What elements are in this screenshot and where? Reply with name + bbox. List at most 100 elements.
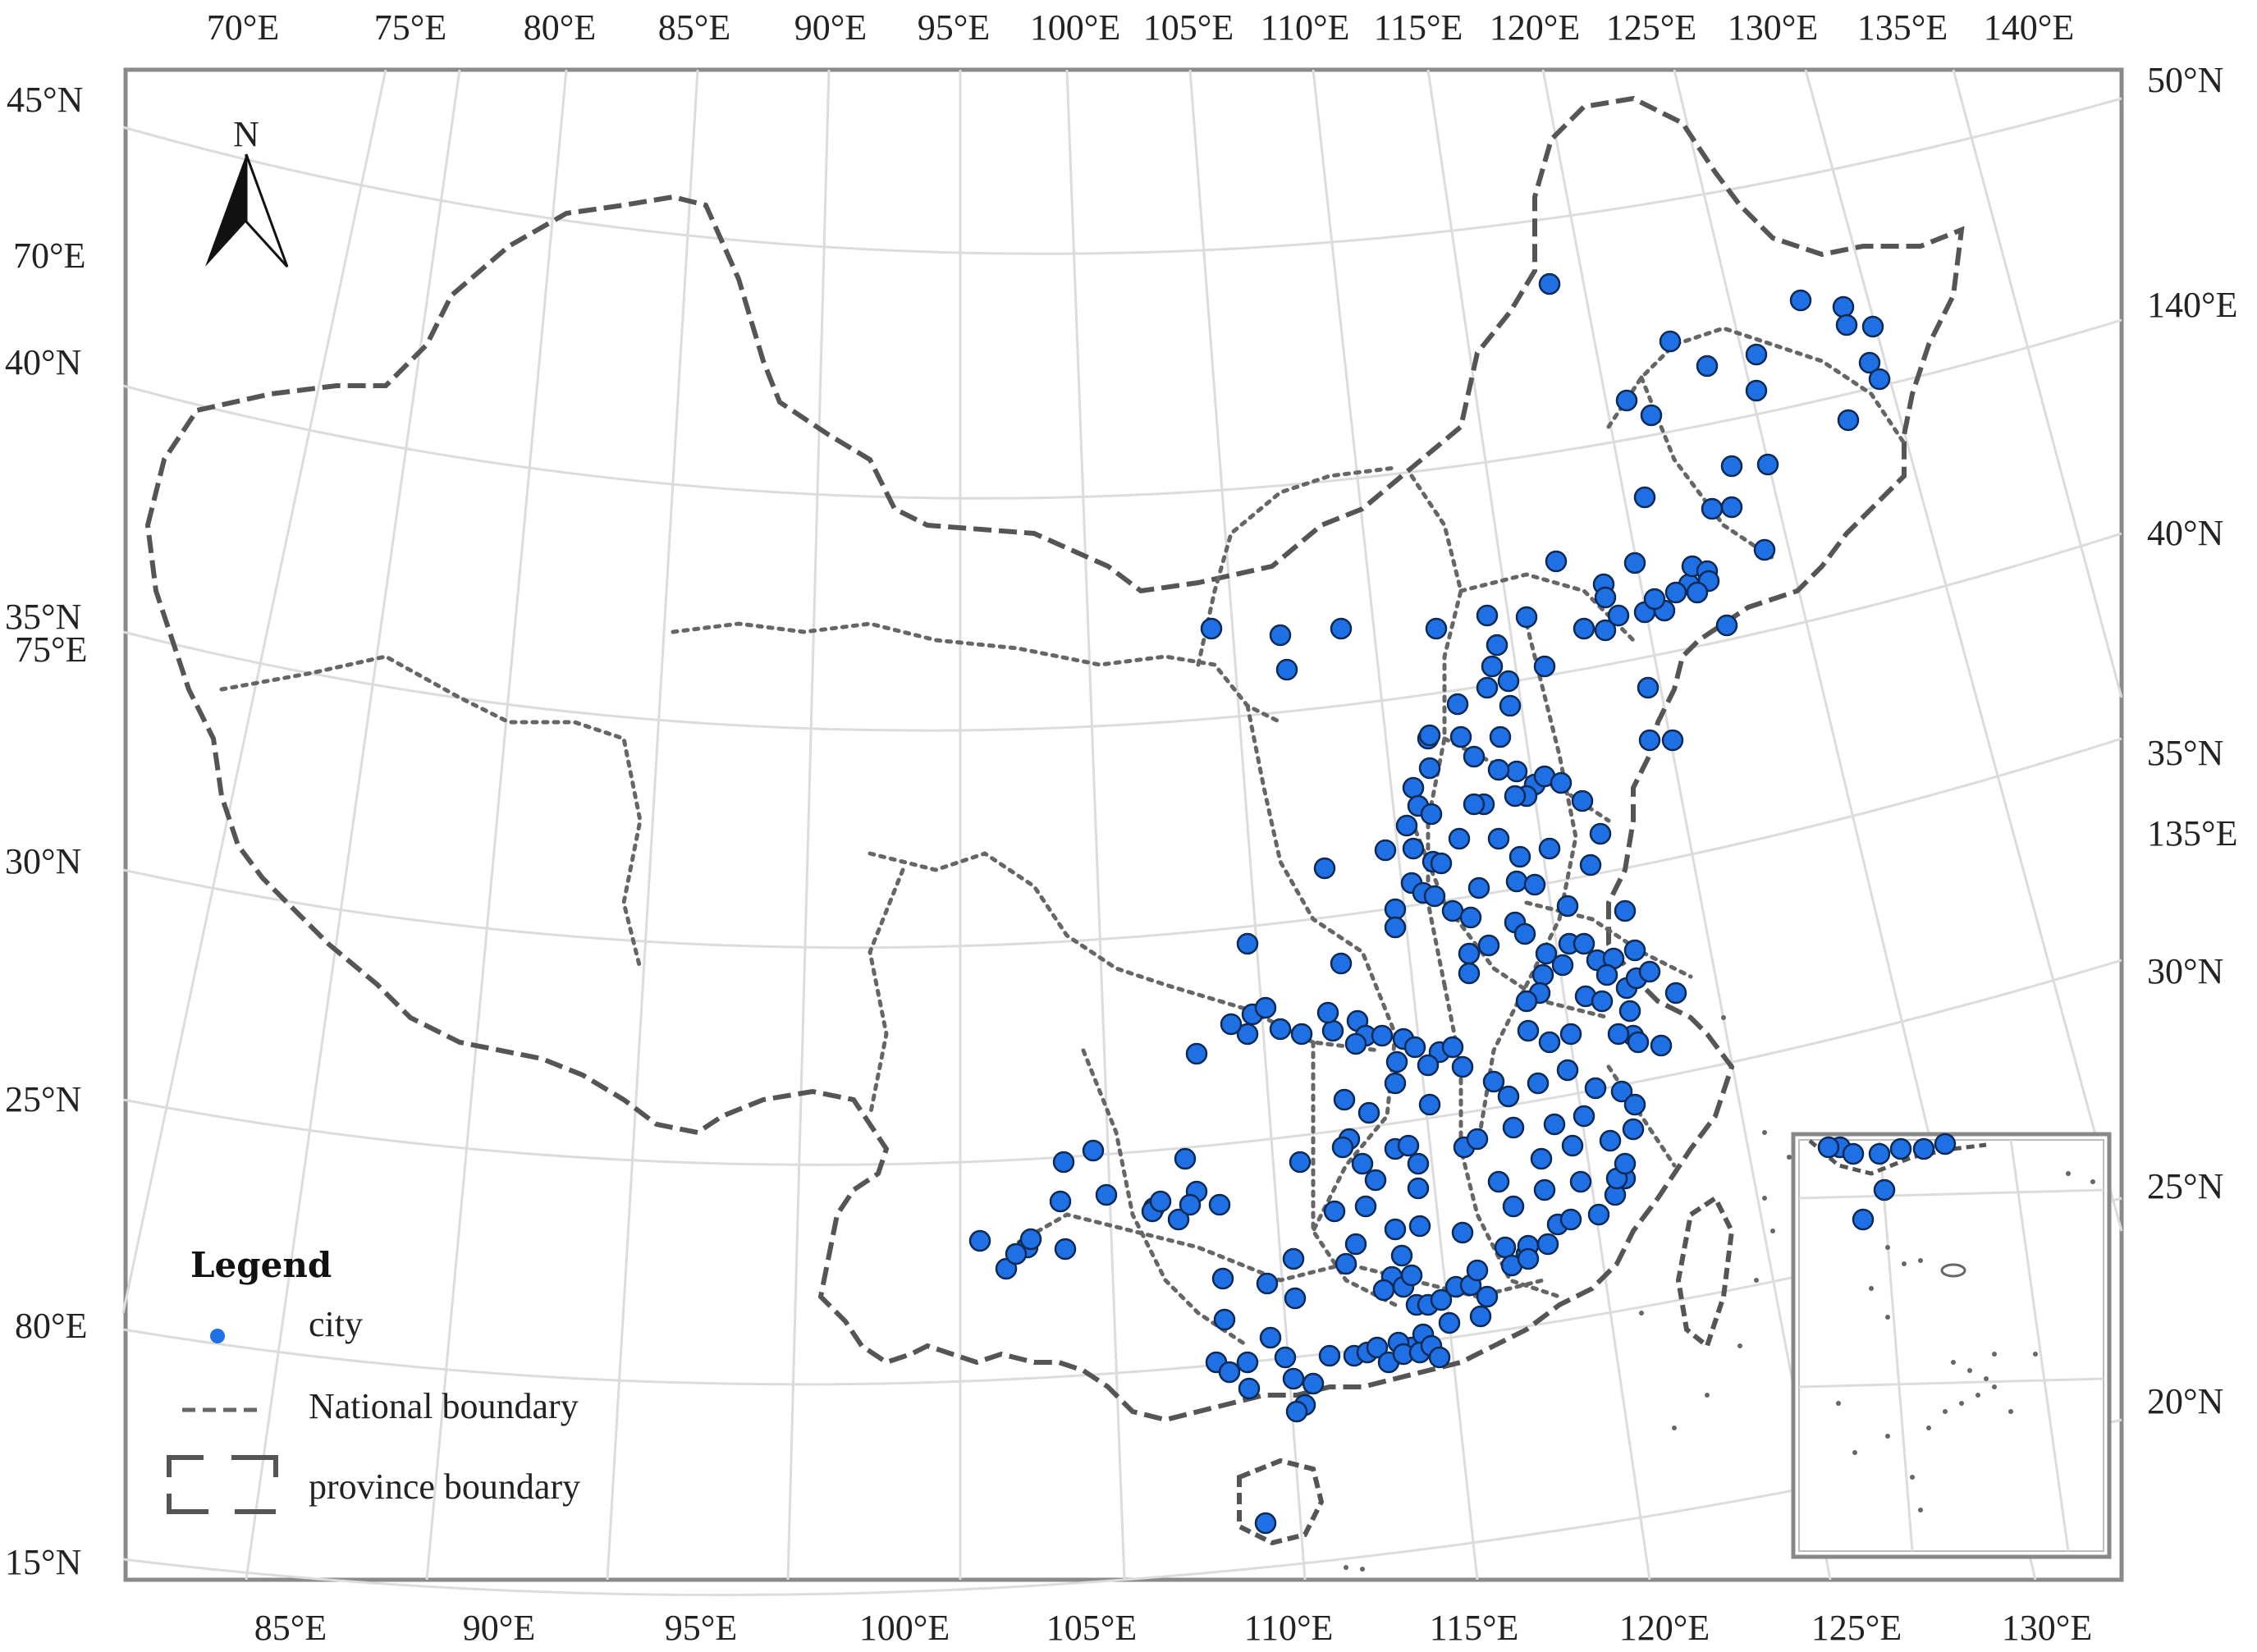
city-marker: [1321, 1019, 1344, 1042]
city-markers: [968, 272, 1957, 1535]
city-marker: [1494, 1236, 1517, 1259]
city-marker: [1513, 922, 1536, 945]
city-marker: [1489, 725, 1512, 748]
city-marker: [1179, 1193, 1202, 1216]
city-marker: [1236, 1023, 1259, 1046]
city-marker: [1650, 1034, 1673, 1057]
city-marker: [1664, 581, 1687, 604]
city-marker: [1607, 604, 1630, 627]
city-marker: [1467, 876, 1490, 899]
city-marker: [1701, 497, 1724, 520]
city-marker: [1335, 1252, 1357, 1275]
city-marker: [1274, 1346, 1297, 1369]
city-marker: [1284, 1287, 1307, 1310]
north-arrow-label: N: [233, 114, 259, 154]
city-marker: [1318, 1344, 1341, 1367]
city-marker: [1614, 899, 1637, 922]
city-marker: [1238, 1377, 1261, 1400]
city-marker: [1448, 827, 1471, 850]
city-marker: [1282, 1247, 1305, 1270]
city-marker: [1049, 1190, 1072, 1213]
city-marker: [1607, 1023, 1630, 1046]
city-marker: [1430, 852, 1453, 875]
lon-label-top: 125°E: [1606, 7, 1696, 48]
lon-label-top: 105°E: [1143, 7, 1234, 48]
edge-label-right: 20°N: [2147, 1381, 2223, 1421]
city-marker: [1835, 313, 1858, 336]
city-marker: [1357, 1101, 1380, 1124]
city-marker: [1331, 1136, 1354, 1159]
city-marker: [1497, 1085, 1520, 1108]
city-marker: [1715, 614, 1738, 637]
city-marker: [1615, 389, 1638, 412]
city-marker: [1497, 670, 1520, 693]
lon-label-top: 75°E: [374, 7, 446, 48]
city-marker: [1423, 885, 1446, 908]
city-marker: [1408, 1215, 1431, 1238]
city-marker: [1397, 1134, 1420, 1157]
city-marker: [1425, 617, 1448, 640]
city-marker: [1364, 1169, 1387, 1192]
city-marker: [1559, 1208, 1582, 1231]
city-marker: [1384, 1072, 1407, 1095]
edge-label-left: 70°E: [13, 236, 85, 276]
city-marker: [1441, 899, 1464, 922]
legend-label-city: city: [309, 1304, 363, 1344]
lon-label-bottom: 110°E: [1244, 1608, 1334, 1648]
city-marker: [1595, 963, 1618, 986]
right-edge-labels: 50°N 140°E 40°N 35°N 135°E 30°N 25°N 20°…: [2147, 60, 2237, 1421]
city-marker: [1477, 934, 1500, 957]
edge-label-right: 40°N: [2147, 513, 2223, 553]
city-marker: [1640, 404, 1663, 427]
city-marker: [1504, 785, 1527, 808]
lon-label-top: 95°E: [918, 7, 990, 48]
city-marker: [1517, 1247, 1540, 1270]
city-marker: [1852, 1208, 1875, 1231]
city-marker: [1661, 729, 1684, 752]
city-marker: [1623, 1093, 1646, 1116]
city-marker: [1449, 725, 1472, 748]
lon-label-bottom: 95°E: [665, 1608, 737, 1648]
city-marker: [1374, 839, 1397, 862]
city-marker: [1403, 1036, 1426, 1059]
city-marker: [1418, 724, 1441, 747]
city-marker: [1536, 1233, 1559, 1256]
lon-label-top: 120°E: [1490, 7, 1580, 48]
legend: Legend city National boundary province b…: [167, 1245, 580, 1514]
city-marker: [1269, 624, 1292, 647]
city-marker: [1610, 1080, 1633, 1103]
edge-label-left: 25°N: [5, 1079, 81, 1119]
city-marker: [1533, 1178, 1556, 1201]
city-marker: [1463, 793, 1486, 816]
city-marker: [1637, 676, 1660, 699]
city-marker: [1591, 990, 1614, 1013]
city-marker: [1344, 1032, 1367, 1055]
city-marker: [1149, 1190, 1172, 1213]
city-marker: [1256, 1272, 1279, 1295]
city-marker: [1236, 932, 1259, 955]
lon-label-bottom: 105°E: [1046, 1608, 1137, 1648]
city-marker: [1418, 1093, 1441, 1116]
city-marker: [1868, 368, 1891, 391]
city-marker: [1476, 1285, 1499, 1308]
city-marker: [1351, 1152, 1374, 1175]
city-marker: [1584, 1077, 1607, 1100]
city-marker: [1236, 1351, 1259, 1374]
city-marker: [1861, 315, 1884, 338]
city-marker: [1527, 1072, 1550, 1095]
city-marker: [1638, 729, 1661, 752]
city-marker: [1344, 1233, 1367, 1256]
city-marker: [1912, 1137, 1935, 1160]
lon-label-top: 100°E: [1030, 7, 1120, 48]
city-marker: [1330, 617, 1353, 640]
city-marker: [1259, 1326, 1282, 1349]
city-marker: [1174, 1147, 1197, 1170]
lon-label-bottom: 125°E: [1811, 1608, 1902, 1648]
city-marker: [1384, 916, 1407, 939]
city-marker: [1664, 982, 1687, 1004]
taiwan-island: [1675, 1194, 1735, 1351]
city-marker: [1167, 1208, 1190, 1231]
city-marker: [1430, 1288, 1453, 1311]
city-marker: [1530, 1147, 1553, 1170]
city-marker: [1282, 1367, 1305, 1390]
